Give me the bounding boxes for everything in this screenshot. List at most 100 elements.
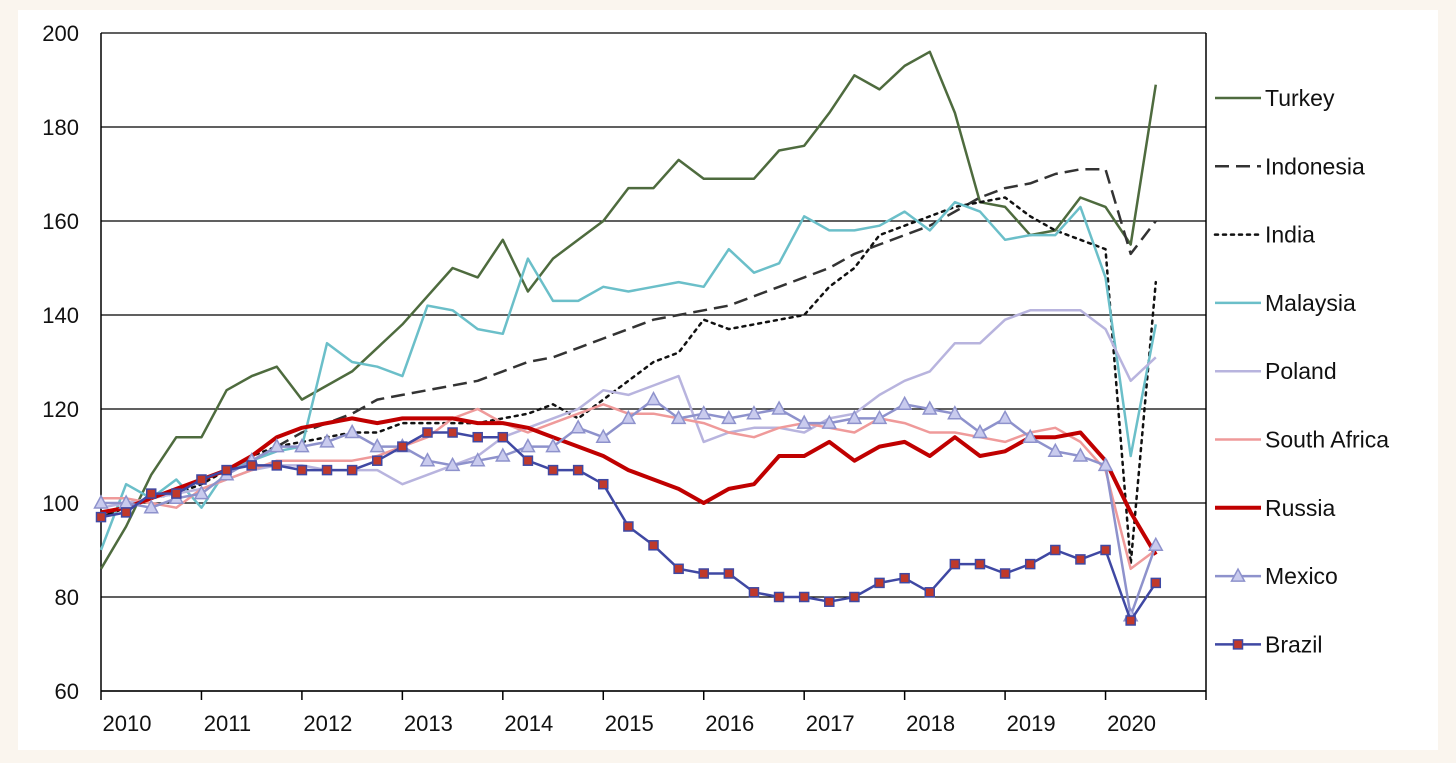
y-tick-label: 80 — [55, 585, 79, 610]
brazil-point — [874, 577, 885, 589]
x-tick-label: 2016 — [705, 711, 754, 736]
mexico-point — [93, 494, 109, 509]
mexico-point — [871, 409, 888, 425]
mexico-point — [896, 395, 913, 411]
chart-card: 60 80 100 120 140 160 180 200 2010 2011 2012 2013 2… — [18, 10, 1438, 750]
brazil-point — [522, 455, 534, 466]
legend-label: Turkey — [1265, 85, 1335, 111]
series-line-south-africa — [101, 403, 1157, 571]
legend-item-brazil: Brazil — [1215, 631, 1323, 657]
mexico-point — [771, 400, 787, 415]
legend-label: Malaysia — [1265, 290, 1356, 316]
legend-label: Mexico — [1265, 563, 1338, 589]
mexico-point — [721, 409, 737, 425]
brazil-point — [1075, 554, 1086, 565]
mexico-point — [1047, 442, 1064, 458]
brazil-point — [1100, 544, 1111, 556]
legend-item-russia: Russia — [1215, 495, 1336, 521]
brazil-point — [171, 488, 182, 499]
brazil-point — [748, 587, 760, 598]
brazil-point — [271, 460, 283, 471]
brazil-point — [572, 464, 584, 476]
series-malaysia — [99, 200, 1158, 551]
brazil-point — [95, 511, 107, 523]
legend-item-india: India — [1213, 222, 1315, 248]
mexico-point — [495, 447, 511, 462]
mexico-point — [469, 452, 486, 467]
mexico-point — [972, 423, 988, 439]
brazil-point — [798, 591, 810, 603]
brazil-point — [999, 568, 1011, 579]
brazil-point — [949, 558, 961, 570]
legend-item-mexico: Mexico — [1215, 563, 1338, 589]
brazil-point — [924, 587, 935, 598]
brazil-point — [1125, 615, 1136, 626]
legend-item-poland: Poland — [1215, 358, 1337, 384]
mexico-point — [620, 409, 637, 425]
legend-item-indonesia: Indonesia — [1215, 153, 1365, 179]
series-brazil — [95, 427, 1162, 626]
mexico-point — [645, 391, 662, 406]
series-mexico — [93, 391, 1164, 622]
mexico-point — [821, 414, 838, 429]
brazil-point — [397, 441, 408, 452]
legend-item-turkey: Turkey — [1215, 85, 1335, 111]
brazil-point — [849, 591, 860, 603]
y-tick-label: 180 — [42, 115, 79, 140]
x-tick-labels: 2010 2011 2012 2013 2014 2015 2016 2017 2018 2019… — [103, 711, 1156, 736]
brazil-point — [296, 464, 308, 476]
mexico-point — [344, 423, 360, 439]
mexico-point — [595, 428, 612, 443]
brazil-point — [1150, 577, 1162, 589]
mexico-point — [419, 452, 436, 467]
mexico-point — [1230, 567, 1246, 582]
x-tick-label: 2011 — [204, 711, 251, 736]
brazil-point — [698, 568, 709, 579]
x-tick-label: 2014 — [504, 711, 553, 736]
mexico-point — [846, 409, 863, 425]
brazil-point — [723, 568, 735, 579]
legend-label: Poland — [1265, 358, 1337, 384]
brazil-point — [246, 460, 257, 471]
brazil-point — [1232, 639, 1244, 650]
brazil-point — [899, 572, 910, 584]
mexico-point — [143, 499, 159, 514]
legend-label: India — [1265, 222, 1315, 248]
brazil-point — [974, 558, 986, 570]
mexico-point — [269, 438, 285, 453]
x-tick-label: 2015 — [605, 711, 654, 736]
mexico-point — [570, 419, 586, 434]
series-line-malaysia — [99, 200, 1158, 551]
mexico-point — [193, 485, 210, 500]
mexico-point — [997, 409, 1013, 425]
x-tick-label: 2017 — [806, 711, 855, 736]
y-tick-label: 120 — [42, 397, 79, 422]
series-turkey — [99, 50, 1158, 570]
brazil-point — [321, 464, 333, 476]
series-line-russia — [100, 416, 1158, 556]
brazil-point — [472, 431, 483, 443]
x-tick-label: 2010 — [103, 711, 152, 736]
mexico-point — [369, 438, 386, 453]
series-india — [99, 196, 1158, 566]
y-tick-label: 140 — [42, 303, 79, 328]
series-south-africa — [101, 403, 1157, 571]
series-line-mexico — [101, 398, 1157, 618]
y-tick-label: 100 — [42, 491, 79, 516]
y-tick-label: 60 — [55, 679, 79, 704]
legend-label: Russia — [1265, 495, 1336, 521]
brazil-point — [497, 431, 509, 443]
brazil-point — [547, 464, 559, 476]
legend-item-south-africa: South Africa — [1215, 427, 1389, 453]
mexico-point — [746, 405, 762, 420]
y-tick-label: 200 — [42, 21, 79, 46]
mexico-point — [1072, 447, 1089, 462]
mexico-point — [695, 405, 712, 420]
brazil-point — [196, 474, 207, 485]
gridlines — [101, 32, 1206, 692]
brazil-point — [145, 488, 157, 499]
series-russia — [100, 416, 1158, 556]
legend-label: Brazil — [1265, 631, 1323, 657]
brazil-point — [1050, 544, 1061, 556]
